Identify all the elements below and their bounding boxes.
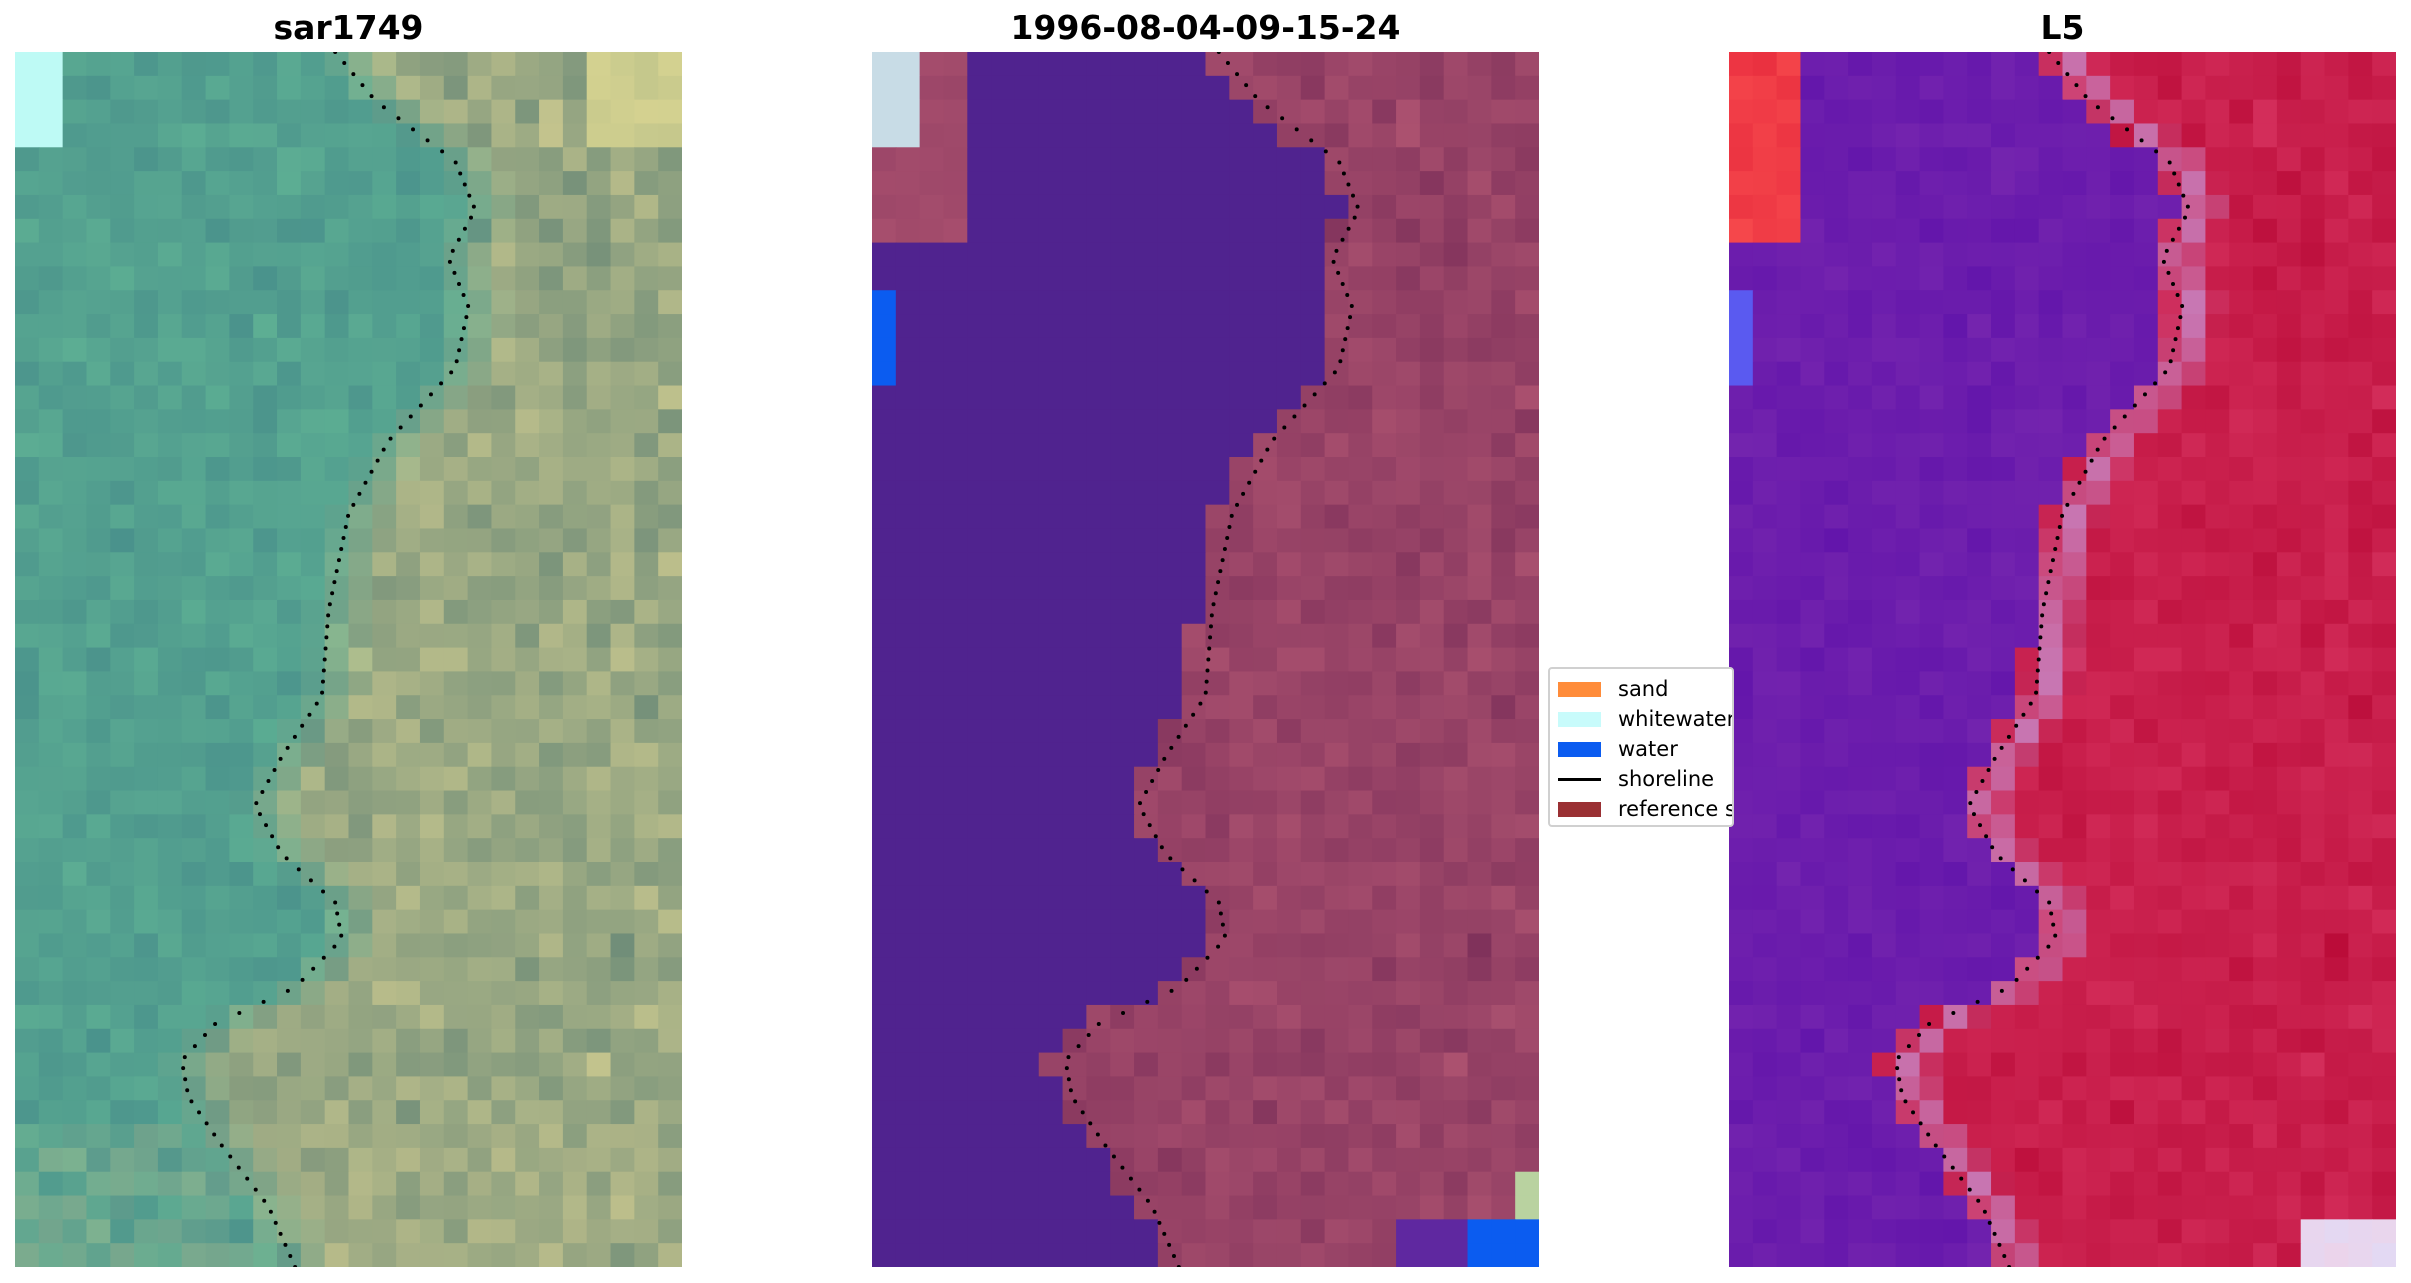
legend-item-shoreline: shoreline — [1558, 764, 1714, 794]
sand-swatch — [1558, 681, 1601, 697]
legend-label-reference-shoreline: reference s — [1618, 797, 1734, 821]
legend: sand whitewater water shoreline referenc… — [1548, 667, 1734, 827]
reference-shoreline — [1064, 52, 1360, 1267]
rgb-image-panel — [15, 52, 682, 1267]
legend-item-sand: sand — [1558, 674, 1668, 704]
panel-title-date: 1996-08-04-09-15-24 — [1010, 8, 1401, 47]
shoreline-line-swatch — [1558, 777, 1601, 781]
legend-item-whitewater: whitewater — [1558, 704, 1734, 734]
reference-shoreline — [181, 52, 476, 1267]
legend-label-sand: sand — [1618, 677, 1669, 701]
legend-item-reference-shoreline: reference s — [1558, 794, 1734, 824]
legend-label-shoreline: shoreline — [1618, 767, 1715, 791]
classification-image-panel — [872, 52, 1539, 1267]
reference-shoreline — [1895, 52, 2190, 1267]
water-swatch — [1558, 741, 1601, 757]
legend-label-water: water — [1618, 737, 1678, 761]
whitewater-swatch — [1558, 711, 1601, 727]
legend-item-water: water — [1558, 734, 1678, 764]
reference-shoreline-swatch — [1558, 801, 1601, 817]
index-image-panel — [1729, 52, 2396, 1267]
classification-image — [872, 52, 1539, 1267]
rgb-image — [15, 52, 682, 1267]
panel-title-sar1749: sar1749 — [273, 8, 424, 47]
index-image — [1729, 52, 2396, 1267]
legend-label-whitewater: whitewater — [1618, 707, 1734, 731]
panel-title-l5: L5 — [2040, 8, 2085, 47]
